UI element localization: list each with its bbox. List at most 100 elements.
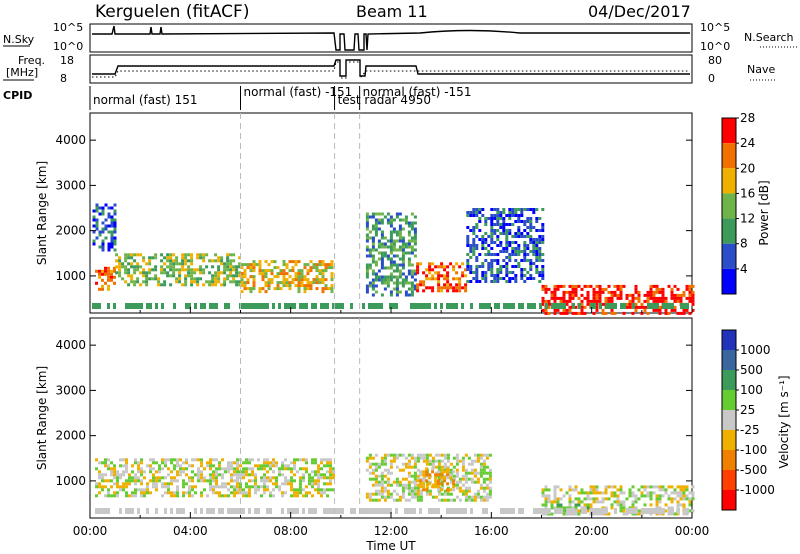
echo-cell (446, 459, 450, 463)
echo-cell (475, 271, 479, 274)
echo-cell (493, 280, 497, 283)
echo-cell (410, 284, 414, 288)
echo-cell (580, 305, 584, 309)
echo-cell (461, 489, 465, 493)
echo-cell (176, 464, 179, 468)
echo-cell (556, 296, 560, 300)
ground-scatter-cell (518, 508, 521, 514)
echo-cell (455, 277, 459, 281)
echo-cell (377, 498, 381, 502)
echo-cell (211, 277, 215, 281)
colorbar-swatch (722, 370, 736, 390)
echo-cell (658, 506, 662, 510)
echo-cell (658, 485, 662, 489)
echo-cell (107, 494, 110, 498)
echo-cell (496, 235, 500, 238)
echo-cell (127, 283, 131, 287)
echo-cell (580, 491, 584, 495)
echo-cell (410, 248, 414, 252)
echo-cell (218, 467, 221, 471)
ground-scatter-cell (410, 303, 413, 309)
x-tick-label: 00:00 (73, 524, 108, 538)
echo-cell (263, 485, 266, 489)
echo-cell (232, 259, 236, 263)
echo-cell (383, 266, 387, 270)
ground-scatter-cell (233, 508, 236, 514)
echo-cell (407, 257, 411, 261)
echo-cell (101, 212, 105, 216)
ground-scatter-cell (683, 303, 686, 309)
ground-scatter-cell (314, 303, 317, 309)
echo-cell (517, 265, 521, 268)
echo-cell (101, 239, 105, 243)
echo-cell (523, 256, 527, 259)
echo-cell (688, 293, 692, 297)
echo-cell (410, 290, 414, 294)
echo-cell (323, 476, 326, 480)
echo-cell (124, 271, 128, 275)
echo-cell (290, 485, 293, 489)
echo-cell (315, 263, 319, 267)
echo-cell (562, 290, 566, 294)
echo-cell (437, 477, 441, 481)
echo-cell (601, 302, 605, 306)
echo-cell (107, 242, 111, 246)
echo-cell (365, 287, 369, 291)
echo-cell (514, 211, 518, 214)
echo-cell (538, 250, 542, 253)
echo-cell (634, 308, 638, 312)
echo-cell (568, 497, 572, 501)
echo-cell (559, 497, 563, 501)
echo-cell (482, 465, 486, 469)
echo-cell (200, 461, 203, 465)
echo-cell (514, 280, 518, 283)
echo-cell (553, 311, 557, 315)
y-tick-label: 4000 (55, 133, 86, 147)
echo-cell (371, 239, 375, 243)
echo-cell (154, 274, 158, 278)
ground-scatter-cell (194, 508, 197, 514)
echo-cell (401, 251, 405, 255)
echo-cell (263, 458, 266, 462)
echo-cell (514, 214, 518, 217)
echo-cell (173, 479, 176, 483)
echo-cell (434, 471, 438, 475)
echo-cell (469, 271, 473, 274)
echo-cell (455, 474, 459, 478)
echo-cell (547, 287, 551, 291)
colorbar-swatch (722, 268, 736, 294)
echo-cell (315, 269, 319, 273)
ground-scatter-cell (590, 508, 593, 514)
echo-cell (110, 218, 114, 222)
echo-cell (392, 227, 396, 231)
echo-cell (368, 215, 372, 219)
echo-cell (496, 274, 500, 277)
echo-cell (137, 476, 140, 480)
echo-cell (538, 253, 542, 256)
echo-cell (464, 477, 468, 481)
echo-cell (407, 480, 411, 484)
echo-cell (574, 506, 578, 510)
echo-cell (526, 232, 530, 235)
echo-cell (380, 266, 384, 270)
echo-cell (116, 479, 119, 483)
echo-cell (589, 284, 593, 288)
echo-cell (440, 265, 444, 269)
echo-cell (226, 253, 230, 257)
echo-cell (365, 290, 369, 294)
y-tick-label: 2000 (55, 429, 86, 443)
echo-cell (152, 473, 155, 477)
echo-cell (661, 290, 665, 294)
echo-cell (470, 468, 474, 472)
echo-cell (389, 453, 393, 457)
echo-cell (631, 500, 635, 504)
echo-cell (297, 272, 301, 276)
echo-cell (661, 488, 665, 492)
echo-cell (679, 497, 683, 501)
echo-cell (308, 482, 311, 486)
echo-cell (104, 272, 107, 276)
echo-cell (371, 257, 375, 261)
echo-cell (398, 483, 402, 487)
echo-cell (529, 250, 533, 253)
echo-cell (293, 491, 296, 495)
